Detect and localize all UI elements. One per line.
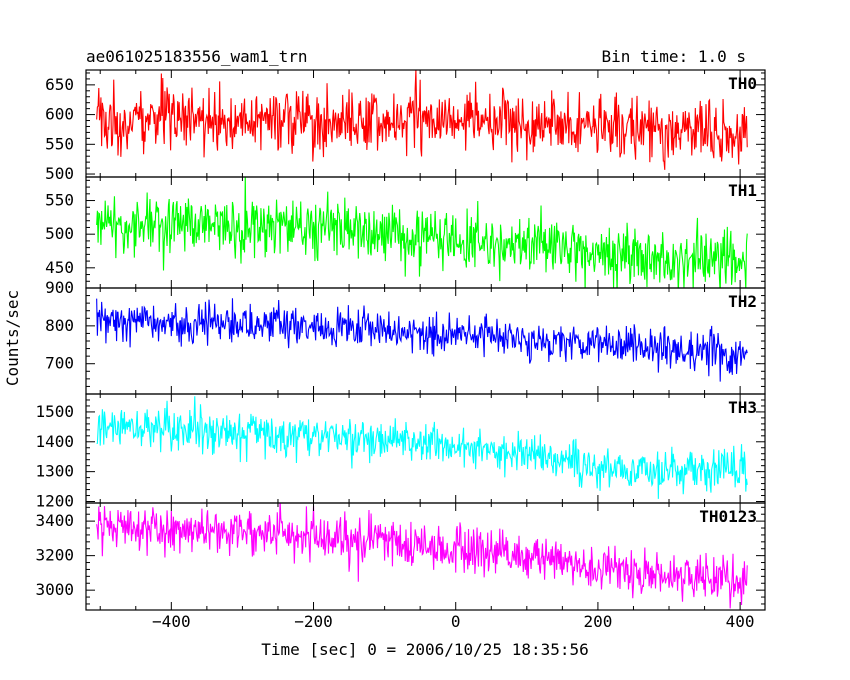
x-tick-label: 200 xyxy=(583,612,612,631)
series-th0123 xyxy=(96,503,748,609)
panel-frame xyxy=(85,502,766,611)
x-tick-label: −400 xyxy=(152,612,191,631)
y-tick-label: 500 xyxy=(45,224,74,243)
y-tick-label: 1300 xyxy=(35,462,74,481)
y-tick-label: 3400 xyxy=(35,511,74,530)
panel-th0: 500 550 600 650 TH0 xyxy=(45,69,766,183)
y-tick-label: 900 xyxy=(45,278,74,297)
series-th1 xyxy=(96,177,748,288)
y-tick-label: 800 xyxy=(45,316,74,335)
series-th3 xyxy=(96,396,748,499)
panel-frame xyxy=(85,393,766,504)
y-axis-label: Counts/sec xyxy=(3,290,22,386)
series-th0 xyxy=(96,70,748,170)
series-th2 xyxy=(96,298,748,382)
y-tick-label: 3200 xyxy=(35,546,74,565)
y-tick-label: 650 xyxy=(45,75,74,94)
bin-time-label: Bin time: 1.0 s xyxy=(602,47,747,66)
panel-label-th2: TH2 xyxy=(728,292,757,311)
y-tick-label: 1500 xyxy=(35,402,74,421)
y-tick-label: 500 xyxy=(45,164,74,183)
figure-title: ae061025183556_wam1_trn xyxy=(86,47,308,66)
x-tick-label: 400 xyxy=(726,612,755,631)
x-axis-label: Time [sec] 0 = 2006/10/25 18:35:56 xyxy=(261,640,589,659)
panel-th0123: 3000 3200 3400 TH0123 xyxy=(35,502,766,611)
y-tick-label: 1400 xyxy=(35,432,74,451)
x-tick-label: 0 xyxy=(451,612,461,631)
y-tick-label: 600 xyxy=(45,105,74,124)
panel-label-th3: TH3 xyxy=(728,398,757,417)
panel-label-th1: TH1 xyxy=(728,181,757,200)
y-tick-label: 550 xyxy=(45,134,74,153)
panel-th2: 700 800 900 TH2 xyxy=(45,278,766,395)
panel-th3: 1200 1300 1400 1500 TH3 xyxy=(35,393,766,511)
x-tick-label: −200 xyxy=(294,612,333,631)
panel-label-th0: TH0 xyxy=(728,74,757,93)
y-tick-label: 3000 xyxy=(35,580,74,599)
y-tick-label: 1200 xyxy=(35,492,74,511)
x-axis: −400 −200 0 200 400 xyxy=(152,612,755,631)
panel-stack: 500 550 600 650 TH0 450 500 550 TH1 700 800 900 TH2 1… xyxy=(35,69,766,611)
y-tick-label: 700 xyxy=(45,354,74,373)
y-tick-label: 450 xyxy=(45,258,74,277)
y-tick-label: 550 xyxy=(45,191,74,210)
panel-label-th0123: TH0123 xyxy=(699,507,757,526)
panel-th1: 450 500 550 TH1 xyxy=(45,176,766,289)
